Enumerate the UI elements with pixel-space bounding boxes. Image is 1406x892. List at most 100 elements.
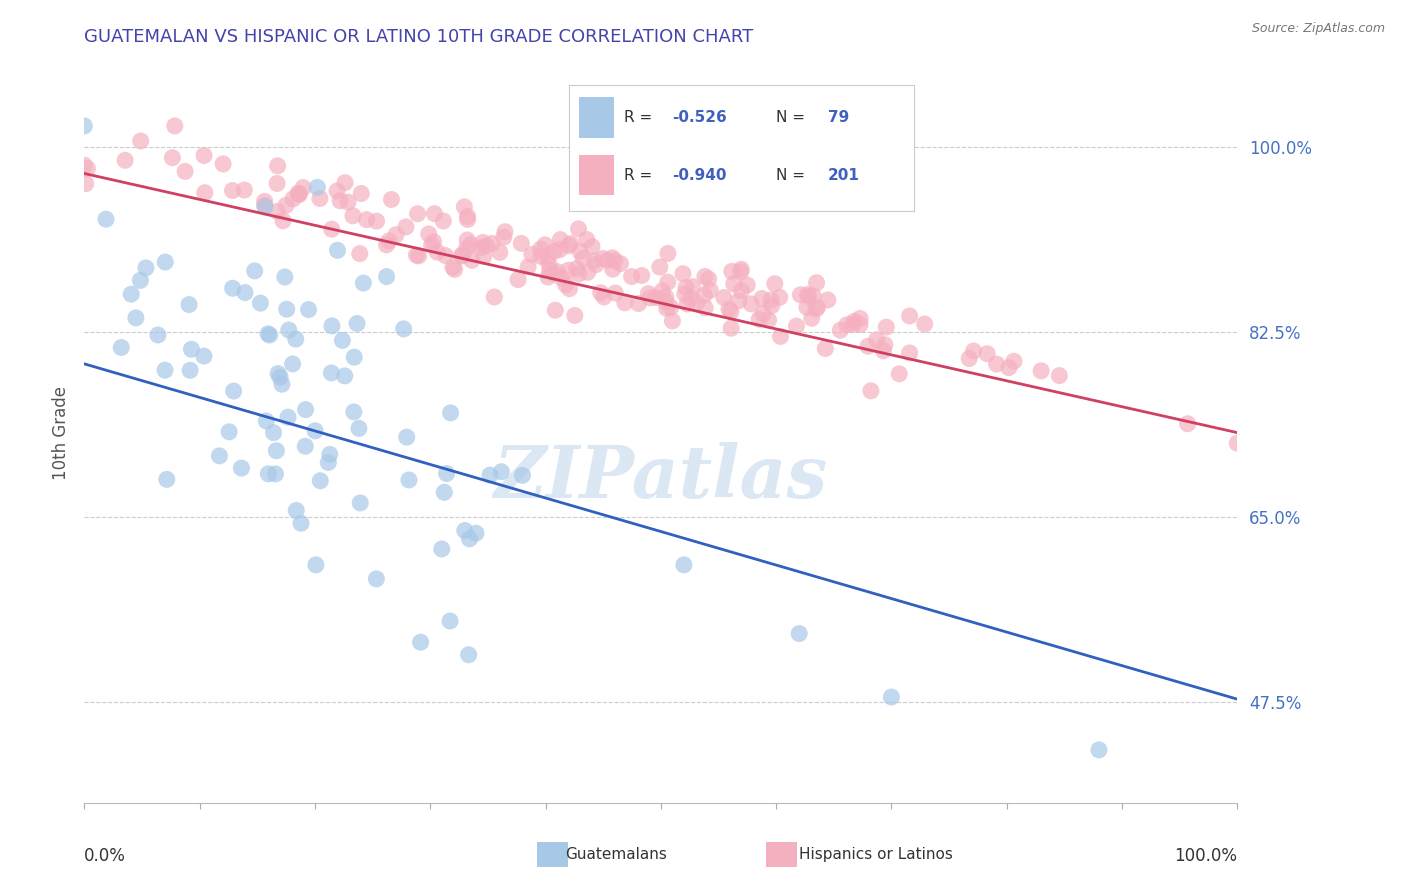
- Text: Hispanics or Latinos: Hispanics or Latinos: [799, 847, 952, 862]
- Point: [484, 290, 506, 304]
- Point: [1226, 436, 1249, 450]
- Point: [277, 410, 299, 425]
- Point: [548, 243, 571, 257]
- Point: [309, 192, 332, 206]
- Point: [294, 402, 316, 417]
- Point: [713, 291, 735, 305]
- Point: [481, 236, 503, 251]
- Text: 100.0%: 100.0%: [1174, 847, 1237, 865]
- Point: [458, 532, 481, 546]
- Point: [740, 297, 762, 311]
- Point: [426, 245, 449, 260]
- Point: [655, 301, 678, 316]
- Point: [676, 297, 699, 311]
- Point: [875, 320, 897, 334]
- Point: [679, 292, 702, 306]
- Point: [693, 288, 716, 302]
- Point: [263, 425, 285, 440]
- Point: [475, 239, 498, 253]
- Point: [294, 439, 316, 453]
- Point: [672, 558, 695, 572]
- Point: [274, 198, 297, 212]
- Point: [814, 342, 837, 356]
- Point: [730, 265, 752, 279]
- Point: [222, 384, 245, 398]
- Point: [343, 405, 366, 419]
- Point: [699, 283, 721, 297]
- Point: [558, 282, 581, 296]
- Point: [243, 264, 266, 278]
- Point: [592, 290, 614, 304]
- Point: [264, 467, 287, 481]
- Point: [288, 187, 311, 202]
- Point: [520, 247, 543, 261]
- Point: [758, 313, 780, 327]
- Point: [575, 233, 598, 247]
- Point: [287, 186, 309, 201]
- Point: [326, 184, 349, 198]
- Point: [156, 472, 179, 486]
- Point: [769, 290, 792, 304]
- Point: [277, 323, 299, 337]
- Point: [796, 300, 818, 314]
- Point: [550, 270, 572, 285]
- Point: [807, 301, 830, 315]
- Point: [491, 465, 513, 479]
- Point: [603, 253, 626, 268]
- Point: [290, 516, 312, 531]
- Point: [125, 310, 148, 325]
- Point: [494, 225, 516, 239]
- Point: [1031, 364, 1053, 378]
- Point: [208, 449, 231, 463]
- Point: [356, 212, 378, 227]
- Point: [717, 302, 740, 317]
- Point: [73, 119, 96, 133]
- Point: [375, 238, 398, 252]
- Point: [682, 279, 704, 293]
- Point: [488, 245, 510, 260]
- Point: [849, 318, 872, 332]
- Point: [257, 326, 280, 341]
- Point: [318, 455, 340, 469]
- Point: [735, 278, 758, 293]
- Point: [423, 206, 446, 220]
- Point: [720, 304, 742, 318]
- Text: GUATEMALAN VS HISPANIC OR LATINO 10TH GRADE CORRELATION CHART: GUATEMALAN VS HISPANIC OR LATINO 10TH GR…: [84, 28, 754, 45]
- Point: [751, 292, 773, 306]
- Point: [352, 276, 374, 290]
- Point: [752, 306, 775, 320]
- Point: [627, 296, 650, 310]
- Point: [510, 236, 533, 251]
- Point: [193, 349, 215, 363]
- Point: [153, 363, 176, 377]
- Point: [645, 291, 668, 305]
- Point: [292, 180, 315, 194]
- Point: [568, 267, 591, 281]
- Point: [249, 296, 271, 310]
- Point: [583, 253, 606, 268]
- Point: [305, 558, 328, 572]
- Point: [685, 296, 707, 310]
- Point: [454, 524, 477, 538]
- Text: Guatemalans: Guatemalans: [565, 847, 666, 862]
- Point: [787, 626, 810, 640]
- Point: [284, 332, 307, 346]
- Point: [129, 134, 152, 148]
- Point: [465, 526, 488, 541]
- Point: [849, 311, 872, 326]
- Point: [231, 461, 253, 475]
- Point: [321, 318, 343, 333]
- Point: [785, 319, 807, 334]
- Point: [343, 350, 366, 364]
- Point: [842, 318, 865, 332]
- Point: [177, 297, 200, 311]
- Point: [569, 244, 592, 259]
- Point: [456, 233, 478, 247]
- Point: [506, 272, 529, 286]
- Point: [253, 198, 276, 212]
- Point: [914, 317, 936, 331]
- Point: [350, 186, 373, 201]
- Point: [613, 296, 636, 310]
- Point: [326, 244, 349, 258]
- Point: [472, 250, 495, 264]
